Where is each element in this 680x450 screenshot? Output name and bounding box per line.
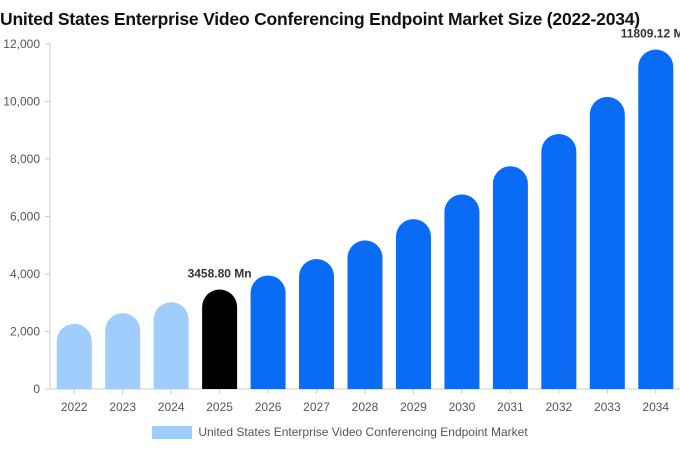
x-tick-label: 2030: [449, 400, 476, 414]
y-tick-label: 6,000: [10, 210, 40, 224]
data-label-2025: 3458.80 Mn: [188, 267, 252, 281]
bar-2022: [56, 323, 92, 389]
chart-title: United States Enterprise Video Conferenc…: [0, 9, 640, 29]
data-label-2034: 11809.12 Mn: [621, 26, 680, 40]
bar-2033: [589, 96, 625, 390]
bar-2026: [250, 275, 286, 389]
x-tick-label: 2027: [303, 400, 330, 414]
x-tick-label: 2029: [400, 400, 427, 414]
legend-swatch: [152, 425, 193, 439]
x-tick-label: 2032: [545, 400, 572, 414]
y-tick-label: 8,000: [10, 152, 40, 166]
bar-2032: [541, 134, 577, 389]
x-tick-label: 2028: [352, 400, 379, 414]
y-tick-label: 2,000: [10, 325, 40, 339]
y-tick-label: 0: [33, 382, 40, 396]
bar-2025: [202, 289, 238, 389]
legend-label: United States Enterprise Video Conferenc…: [198, 425, 528, 439]
y-tick-label: 10,000: [3, 95, 40, 109]
x-tick-label: 2026: [255, 400, 282, 414]
bar-2024: [153, 302, 189, 389]
bar-2030: [444, 194, 480, 389]
bar-2028: [347, 240, 383, 389]
bar-2034: [638, 49, 674, 390]
x-tick-label: 2022: [61, 400, 88, 414]
legend: United States Enterprise Video Conferenc…: [0, 425, 680, 439]
bar-2027: [299, 259, 335, 389]
x-tick-label: 2031: [497, 400, 524, 414]
y-tick-label: 12,000: [3, 37, 40, 51]
bar-2029: [395, 219, 431, 389]
x-tick-label: 2033: [594, 400, 621, 414]
bar-2023: [105, 313, 141, 389]
x-tick-label: 2024: [158, 400, 185, 414]
bar-2031: [492, 166, 528, 389]
y-tick-label: 4,000: [10, 267, 40, 281]
x-tick-label: 2023: [109, 400, 136, 414]
x-tick-label: 2034: [642, 400, 669, 414]
x-tick-label: 2025: [206, 400, 233, 414]
